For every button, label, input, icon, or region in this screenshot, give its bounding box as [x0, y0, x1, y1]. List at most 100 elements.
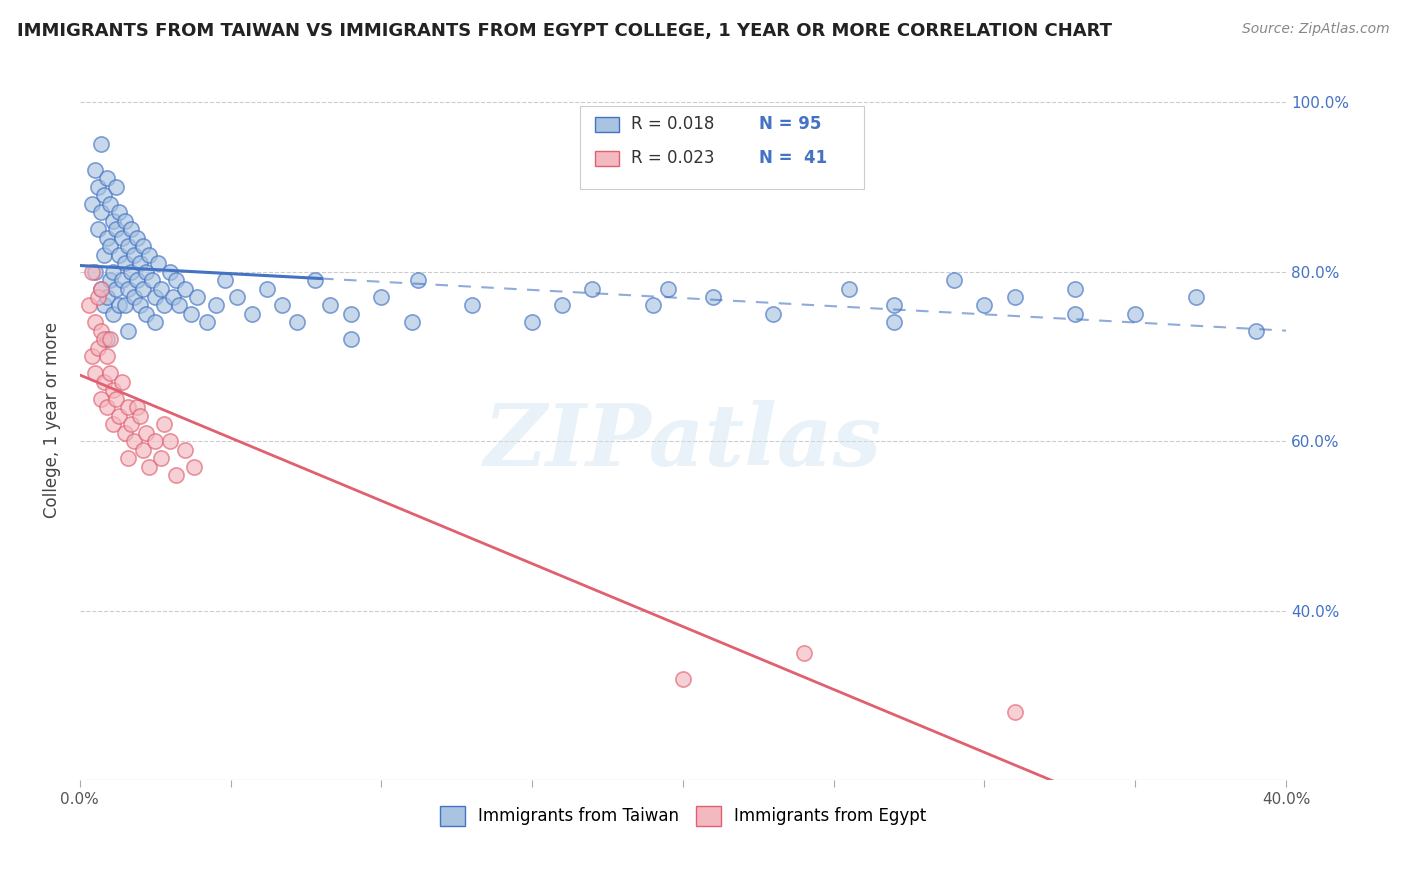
Point: [132, 442, 155, 457]
Point: [180, 307, 202, 321]
Y-axis label: College, 1 year or more: College, 1 year or more: [44, 322, 60, 518]
Point: [153, 417, 176, 432]
Point: [105, 222, 128, 236]
Point: [256, 281, 278, 295]
Point: [114, 256, 136, 270]
Point: [319, 298, 342, 312]
Point: [672, 672, 695, 686]
Point: [98, 367, 121, 381]
Text: N =  41: N = 41: [759, 149, 827, 168]
Point: [101, 307, 124, 321]
Point: [183, 459, 205, 474]
Point: [150, 451, 173, 466]
Point: [340, 307, 363, 321]
Point: [122, 290, 145, 304]
Point: [90, 205, 112, 219]
Point: [98, 239, 121, 253]
Point: [96, 230, 118, 244]
Point: [120, 417, 142, 432]
Point: [143, 315, 166, 329]
Point: [98, 196, 121, 211]
Point: [159, 434, 181, 449]
FancyBboxPatch shape: [595, 117, 619, 132]
Point: [270, 298, 292, 312]
Point: [90, 392, 112, 406]
Point: [214, 273, 236, 287]
Point: [1004, 706, 1026, 720]
Point: [93, 298, 115, 312]
Point: [101, 384, 124, 398]
Point: [77, 298, 100, 312]
Point: [108, 247, 131, 261]
Point: [129, 409, 152, 423]
Point: [943, 273, 966, 287]
Point: [186, 290, 208, 304]
Point: [838, 281, 860, 295]
Point: [1064, 281, 1087, 295]
Point: [883, 298, 905, 312]
Point: [143, 290, 166, 304]
Point: [174, 442, 197, 457]
Point: [96, 171, 118, 186]
Point: [135, 264, 157, 278]
Point: [1064, 307, 1087, 321]
Point: [127, 273, 149, 287]
Point: [90, 137, 112, 152]
Point: [141, 273, 163, 287]
Text: Source: ZipAtlas.com: Source: ZipAtlas.com: [1241, 22, 1389, 37]
Point: [1123, 307, 1146, 321]
Point: [96, 332, 118, 346]
Point: [114, 425, 136, 440]
Point: [581, 281, 603, 295]
Point: [108, 298, 131, 312]
Point: [122, 434, 145, 449]
Point: [105, 392, 128, 406]
Point: [90, 281, 112, 295]
Point: [520, 315, 543, 329]
Point: [108, 205, 131, 219]
Point: [80, 264, 103, 278]
Point: [406, 273, 429, 287]
Point: [1184, 290, 1206, 304]
Point: [84, 367, 107, 381]
Point: [132, 239, 155, 253]
Point: [87, 222, 110, 236]
Point: [129, 298, 152, 312]
Point: [101, 417, 124, 432]
Point: [114, 298, 136, 312]
Point: [117, 451, 139, 466]
Point: [165, 468, 187, 483]
Point: [111, 273, 134, 287]
FancyBboxPatch shape: [581, 106, 863, 189]
Point: [87, 179, 110, 194]
Point: [138, 247, 160, 261]
Point: [195, 315, 218, 329]
Point: [84, 264, 107, 278]
Point: [114, 213, 136, 227]
Point: [93, 332, 115, 346]
Text: IMMIGRANTS FROM TAIWAN VS IMMIGRANTS FROM EGYPT COLLEGE, 1 YEAR OR MORE CORRELAT: IMMIGRANTS FROM TAIWAN VS IMMIGRANTS FRO…: [17, 22, 1112, 40]
Point: [162, 290, 184, 304]
Point: [105, 281, 128, 295]
Point: [762, 307, 785, 321]
Point: [401, 315, 423, 329]
Point: [117, 239, 139, 253]
Point: [285, 315, 308, 329]
Point: [93, 247, 115, 261]
Point: [129, 256, 152, 270]
Point: [204, 298, 226, 312]
Point: [304, 273, 326, 287]
Point: [93, 375, 115, 389]
Point: [551, 298, 574, 312]
Point: [101, 264, 124, 278]
Point: [90, 324, 112, 338]
Text: ZIPatlas: ZIPatlas: [484, 400, 882, 483]
Point: [120, 222, 142, 236]
Point: [150, 281, 173, 295]
Point: [111, 230, 134, 244]
Point: [93, 188, 115, 202]
Point: [792, 646, 814, 660]
Point: [702, 290, 724, 304]
Point: [98, 332, 121, 346]
Point: [143, 434, 166, 449]
